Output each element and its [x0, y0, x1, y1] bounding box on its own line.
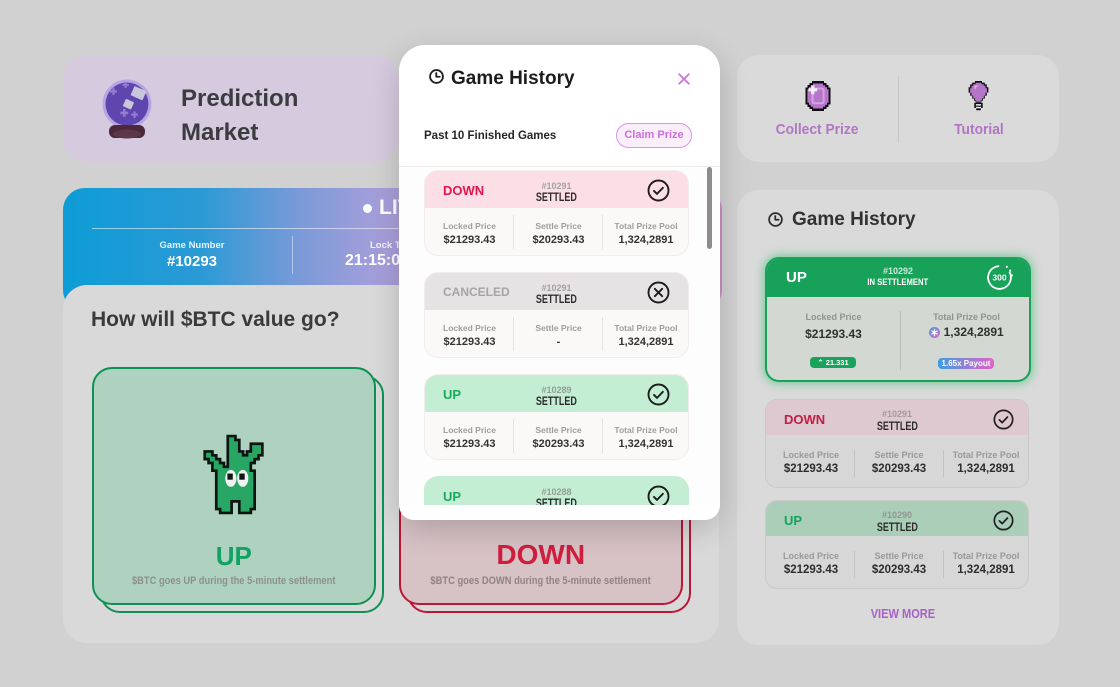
svg-text:300: 300: [992, 273, 1006, 283]
